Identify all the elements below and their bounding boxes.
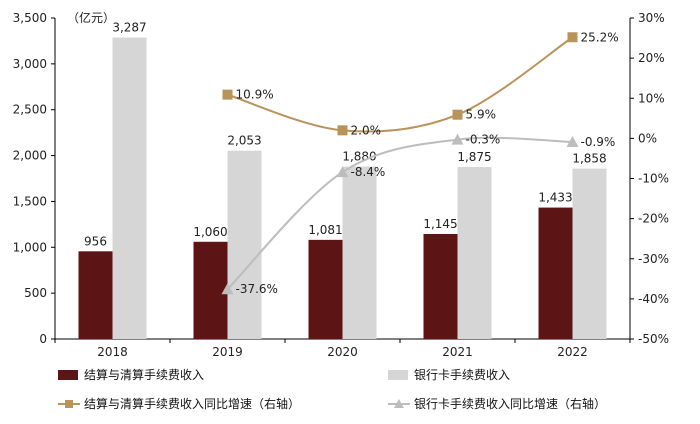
- marker-settlement-growth: [337, 125, 348, 136]
- legend-label-settlement-income: 结算与清算手续费收入: [84, 367, 204, 382]
- right-tick-label: -20%: [638, 212, 669, 226]
- data-label-settlement-income: 1,433: [538, 191, 572, 205]
- left-tick-label: 1,000: [13, 240, 47, 254]
- x-tick-label: 2019: [212, 345, 243, 359]
- bars: 956 1,060 1,081 1,145 1,433 3,287 2,053 1,880 1,…: [78, 21, 607, 339]
- legend-item-settlement-income: 结算与清算手续费收入: [58, 367, 204, 382]
- marker-bankcard-growth: [221, 283, 234, 295]
- data-label-settlement-growth: 25.2%: [581, 30, 619, 44]
- x-tick-label: 2021: [442, 345, 473, 359]
- right-tick-label: 20%: [638, 51, 665, 65]
- legend-swatch-bankcard-income: [388, 370, 408, 380]
- legend-label-bankcard-income: 银行卡手续费收入: [414, 368, 510, 382]
- right-tick-label: 10%: [638, 91, 665, 105]
- x-tick-label: 2020: [327, 345, 358, 359]
- marker-bankcard-growth: [336, 166, 349, 178]
- bar-bankcard-income: [342, 166, 377, 339]
- data-label-bankcard-income: 1,880: [342, 150, 376, 164]
- bar-settlement-income: [538, 207, 573, 339]
- data-label-bankcard-income: 1,858: [572, 152, 606, 166]
- marker-settlement-growth: [567, 32, 578, 43]
- bar-settlement-income: [78, 251, 113, 339]
- lines: 10.9% 2.0% 5.9% 25.2% -37.6% -8.4% -0.3% -0.9%: [221, 30, 619, 296]
- bar-settlement-income: [423, 233, 458, 339]
- data-label-settlement-growth: 2.0%: [351, 123, 382, 137]
- data-label-settlement-growth: 10.9%: [236, 88, 274, 102]
- legend-item-bankcard-growth: 银行卡手续费收入同比增速（右轴）: [388, 396, 606, 411]
- data-label-bankcard-income: 1,875: [457, 150, 491, 164]
- marker-bankcard-growth: [566, 135, 579, 147]
- data-label-bankcard-income: 2,053: [227, 134, 261, 148]
- right-axis-ticks: -50% -40% -30% -20% -10% 0% 10% 20% 30%: [630, 11, 669, 346]
- left-axis-ticks: 0 500 1,000 1,500 2,000 2,500 3,000 3,500: [13, 11, 55, 346]
- left-tick-label: 2,000: [13, 149, 47, 163]
- line-settlement-growth: [227, 36, 574, 133]
- right-tick-label: -50%: [638, 332, 669, 346]
- bar-bankcard-income: [227, 150, 262, 339]
- legend-label-bankcard-growth: 银行卡手续费收入同比增速（右轴）: [414, 396, 606, 411]
- x-tick-label: 2022: [557, 345, 588, 359]
- data-label-settlement-income: 1,060: [193, 225, 227, 239]
- right-tick-label: -30%: [638, 252, 669, 266]
- left-tick-label: 3,000: [13, 57, 47, 71]
- right-tick-label: -10%: [638, 172, 669, 186]
- data-label-settlement-growth: 5.9%: [466, 108, 497, 122]
- right-tick-label: 0%: [638, 131, 657, 145]
- legend: 结算与清算手续费收入 银行卡手续费收入 结算与清算手续费收入同比增速（右轴） 银…: [58, 367, 606, 411]
- legend-item-settlement-growth: 结算与清算手续费收入同比增速（右轴）: [58, 396, 300, 411]
- data-label-settlement-income: 1,081: [308, 223, 342, 237]
- legend-marker-bankcard-growth: [394, 399, 404, 408]
- unit-label: （亿元）: [67, 10, 115, 25]
- marker-settlement-growth: [452, 109, 463, 120]
- left-tick-label: 0: [39, 332, 47, 346]
- left-tick-label: 500: [24, 286, 47, 300]
- right-tick-label: 30%: [638, 11, 665, 25]
- line-bankcard-growth: [226, 136, 573, 290]
- bar-settlement-income: [308, 239, 343, 339]
- data-label-bankcard-growth: -0.3%: [466, 133, 501, 147]
- right-tick-label: -40%: [638, 292, 669, 306]
- left-tick-label: 3,500: [13, 11, 47, 25]
- data-label-bankcard-income: 3,287: [112, 21, 146, 35]
- legend-item-bankcard-income: 银行卡手续费收入: [388, 368, 510, 382]
- marker-bankcard-growth: [451, 133, 464, 145]
- bar-settlement-income: [193, 241, 228, 339]
- x-axis-ticks: 2018 2019 2020 2021 2022: [54, 339, 631, 359]
- bar-bankcard-income: [112, 37, 147, 339]
- bar-bankcard-income: [457, 167, 492, 339]
- legend-marker-settlement-growth: [65, 400, 73, 408]
- data-label-bankcard-growth: -8.4%: [351, 165, 386, 179]
- bar-bankcard-income: [572, 168, 607, 339]
- legend-label-settlement-growth: 结算与清算手续费收入同比增速（右轴）: [84, 396, 300, 411]
- data-label-settlement-income: 956: [84, 234, 107, 248]
- legend-swatch-settlement-income: [58, 370, 78, 380]
- data-label-settlement-income: 1,145: [423, 217, 457, 231]
- left-tick-label: 2,500: [13, 103, 47, 117]
- marker-settlement-growth: [222, 89, 233, 100]
- data-label-bankcard-growth: -37.6%: [236, 282, 278, 296]
- x-tick-label: 2018: [97, 345, 128, 359]
- left-tick-label: 1,500: [13, 194, 47, 208]
- data-label-bankcard-growth: -0.9%: [581, 135, 616, 149]
